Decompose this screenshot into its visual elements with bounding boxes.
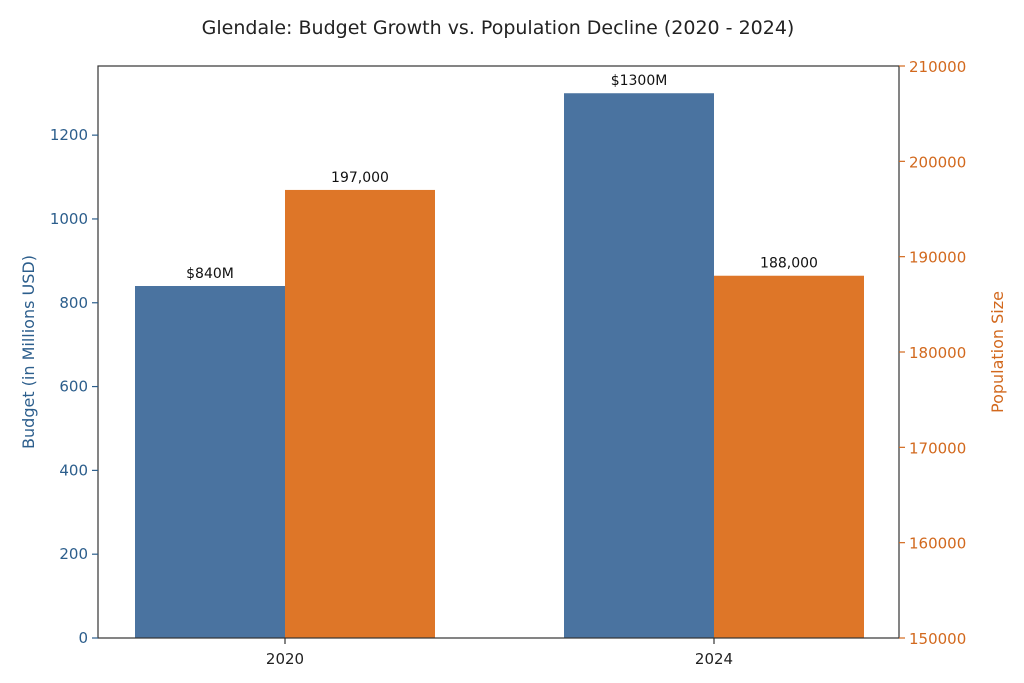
right-axis-title: Population Size	[988, 291, 1007, 413]
bar-population-2020	[285, 189, 435, 638]
left-tick-label-1000: 1000	[50, 210, 88, 228]
data-label-population-2020: 197,000	[331, 170, 389, 186]
right-tick-label-200000: 200000	[909, 153, 966, 171]
right-tick-label-160000: 160000	[909, 535, 966, 553]
left-tick-label-600: 600	[59, 378, 88, 396]
left-tick-label-0: 0	[78, 629, 88, 647]
x-tick-label-2024: 2024	[695, 650, 733, 668]
right-tick-label-150000: 150000	[909, 630, 966, 648]
x-tick-label-2020: 2020	[266, 650, 304, 668]
bars-group	[135, 93, 864, 638]
bar-budget-2020	[135, 286, 285, 638]
data-labels-group: $840M $1300M 197,000 188,000	[186, 73, 818, 282]
left-tick-label-1200: 1200	[50, 126, 88, 144]
data-label-budget-2020: $840M	[186, 266, 234, 282]
data-label-budget-2024: $1300M	[611, 73, 668, 89]
left-tick-label-800: 800	[59, 294, 88, 312]
right-tick-label-210000: 210000	[909, 58, 966, 76]
left-tick-label-400: 400	[59, 461, 88, 479]
chart-title: Glendale: Budget Growth vs. Population D…	[202, 17, 795, 39]
left-axis-title: Budget (in Millions USD)	[19, 255, 38, 449]
data-label-population-2024: 188,000	[760, 256, 818, 272]
axes-group: 0 200 400 600 800 1000 1200 150000 160000 170000 1…	[50, 58, 966, 668]
bar-population-2024	[714, 275, 864, 638]
right-tick-label-170000: 170000	[909, 439, 966, 457]
left-tick-label-200: 200	[59, 545, 88, 563]
right-tick-label-190000: 190000	[909, 249, 966, 267]
right-tick-label-180000: 180000	[909, 344, 966, 362]
bar-budget-2024	[564, 93, 714, 638]
